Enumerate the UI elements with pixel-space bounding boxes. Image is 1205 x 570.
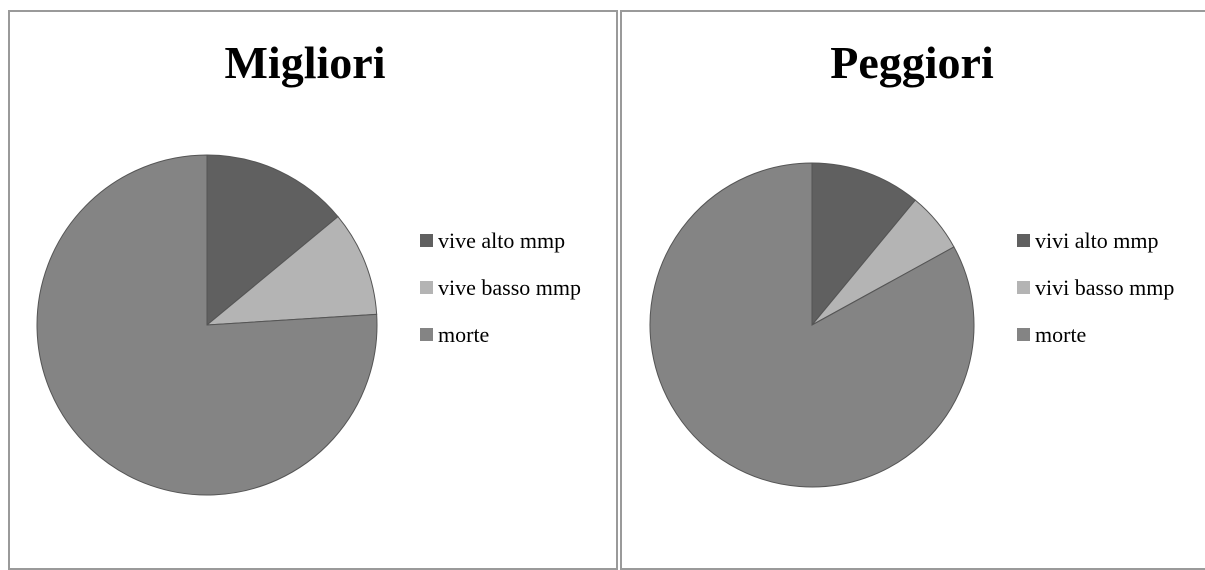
pie-slice <box>205 215 378 326</box>
chart-panel: Peggiori vivi alto mmp vivi basso mmp morte <box>620 10 1205 570</box>
chart-title: Peggiori <box>830 37 994 88</box>
legend-label: vivi basso mmp <box>1035 275 1175 300</box>
legend-swatch <box>1017 234 1030 247</box>
legend-label: vive basso mmp <box>438 275 581 300</box>
legend-swatch <box>420 234 433 247</box>
legend-item: morte <box>1017 321 1187 348</box>
legend-item: morte <box>420 321 590 348</box>
legend-item: vive basso mmp <box>420 274 590 301</box>
legend-swatch <box>420 328 433 341</box>
chart-panel: Migliori vive alto mmp vive basso mmp morte <box>8 10 618 570</box>
pie-slice <box>811 162 916 327</box>
legend-item: vivi alto mmp <box>1017 227 1187 254</box>
legend-swatch <box>1017 281 1030 294</box>
legend-item: vivi basso mmp <box>1017 274 1187 301</box>
chart-title: Migliori <box>225 37 386 88</box>
legend: vivi alto mmp vivi basso mmp morte <box>1017 227 1187 368</box>
legend-label: morte <box>1035 322 1087 347</box>
legend-item: vive alto mmp <box>420 227 590 254</box>
legend: vive alto mmp vive basso mmp morte <box>420 227 590 368</box>
legend-label: morte <box>438 322 490 347</box>
legend-swatch <box>420 281 433 294</box>
legend-label: vive alto mmp <box>438 228 566 253</box>
legend-swatch <box>1017 328 1030 341</box>
chart: Peggiori <box>649 37 994 488</box>
chart: Migliori <box>36 37 386 496</box>
page: Migliori vive alto mmp vive basso mmp morte… <box>8 10 1205 570</box>
pie-slice <box>206 154 339 327</box>
pie-slice <box>36 154 378 496</box>
pie-slice <box>649 162 975 488</box>
legend-label: vivi alto mmp <box>1035 228 1159 253</box>
